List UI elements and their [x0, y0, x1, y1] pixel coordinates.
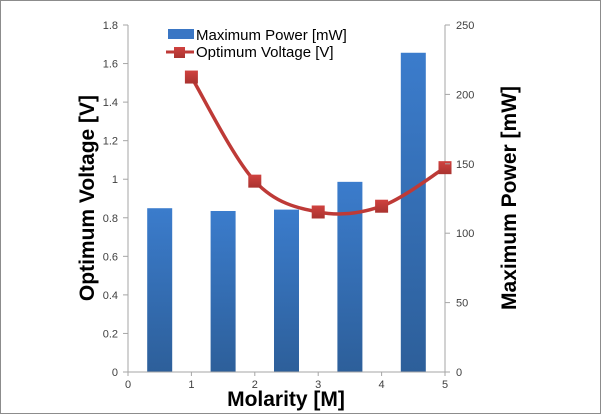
- x-tick-label: 4: [379, 379, 385, 391]
- x-tick-label: 1: [188, 379, 194, 391]
- voltage-marker-1: [248, 174, 262, 188]
- y-right-tick-label: 50: [456, 298, 468, 310]
- x-tick-label: 0: [125, 379, 131, 391]
- bar-power-1: [210, 210, 236, 372]
- y-left-tick-label: 1.8: [103, 20, 118, 32]
- bar-power-2: [274, 209, 299, 372]
- x-tick-label: 2: [252, 379, 258, 391]
- voltage-marker-3: [375, 199, 389, 213]
- bar-power-4: [400, 52, 426, 372]
- y-left-axis-title: Optimum Voltage [V]: [76, 95, 99, 301]
- y-left-tick-label: 0.6: [103, 251, 118, 263]
- y-left-tick-label: 0.4: [103, 290, 118, 302]
- y-right-tick-label: 200: [456, 89, 474, 101]
- x-axis-title: Molarity [M]: [227, 388, 345, 411]
- legend-swatch-power: [168, 29, 194, 39]
- bar-power-0: [147, 208, 173, 372]
- voltage-marker-2: [311, 205, 325, 219]
- y-right-tick-label: 150: [456, 159, 474, 171]
- y-right-tick-label: 250: [456, 20, 474, 32]
- legend-marker-voltage: [174, 47, 185, 58]
- y-left-tick-label: 1.4: [103, 97, 118, 109]
- voltage-marker-4: [438, 161, 452, 175]
- bar-power-3: [337, 181, 363, 372]
- y-left-tick-label: 1.2: [103, 136, 118, 148]
- y-left-tick-label: 0.2: [103, 328, 118, 340]
- y-left-tick-label: 1: [112, 174, 118, 186]
- y-left-tick-label: 0: [112, 367, 118, 379]
- x-tick-label: 3: [315, 379, 321, 391]
- legend-label-power: Maximum Power [mW]: [196, 27, 347, 44]
- voltage-marker-0: [184, 70, 198, 84]
- y-left-tick-label: 1.6: [103, 59, 118, 71]
- y-right-axis-title: Maximum Power [mW]: [498, 86, 521, 310]
- y-right-tick-label: 0: [456, 367, 462, 379]
- x-tick-label: 5: [442, 379, 448, 391]
- legend: Maximum Power [mW] Optimum Voltage [V]: [166, 27, 347, 61]
- y-right-tick-label: 100: [456, 228, 474, 240]
- y-left-tick-label: 0.8: [103, 213, 118, 225]
- legend-label-voltage: Optimum Voltage [V]: [196, 44, 334, 61]
